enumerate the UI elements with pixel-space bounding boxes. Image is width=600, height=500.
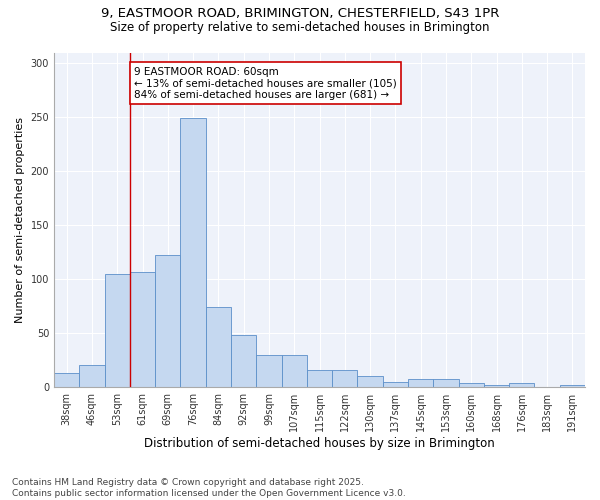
Bar xyxy=(79,364,104,387)
Bar xyxy=(458,383,484,387)
Bar xyxy=(509,383,535,387)
Text: 9 EASTMOOR ROAD: 60sqm
← 13% of semi-detached houses are smaller (105)
84% of se: 9 EASTMOOR ROAD: 60sqm ← 13% of semi-det… xyxy=(134,66,397,100)
Text: Size of property relative to semi-detached houses in Brimington: Size of property relative to semi-detach… xyxy=(110,21,490,34)
Bar xyxy=(383,382,408,387)
Bar xyxy=(104,274,130,387)
Bar xyxy=(256,355,281,387)
Bar xyxy=(155,256,181,387)
Bar xyxy=(54,373,79,387)
Bar xyxy=(181,118,206,387)
Bar xyxy=(560,385,585,387)
X-axis label: Distribution of semi-detached houses by size in Brimington: Distribution of semi-detached houses by … xyxy=(144,437,495,450)
Bar xyxy=(433,378,458,387)
Bar xyxy=(408,378,433,387)
Bar xyxy=(130,272,155,387)
Text: Contains HM Land Registry data © Crown copyright and database right 2025.
Contai: Contains HM Land Registry data © Crown c… xyxy=(12,478,406,498)
Text: 9, EASTMOOR ROAD, BRIMINGTON, CHESTERFIELD, S43 1PR: 9, EASTMOOR ROAD, BRIMINGTON, CHESTERFIE… xyxy=(101,8,499,20)
Bar xyxy=(484,385,509,387)
Bar xyxy=(206,308,231,387)
Bar xyxy=(332,370,358,387)
Bar xyxy=(231,336,256,387)
Bar xyxy=(358,376,383,387)
Bar xyxy=(307,370,332,387)
Y-axis label: Number of semi-detached properties: Number of semi-detached properties xyxy=(15,117,25,323)
Bar xyxy=(281,355,307,387)
